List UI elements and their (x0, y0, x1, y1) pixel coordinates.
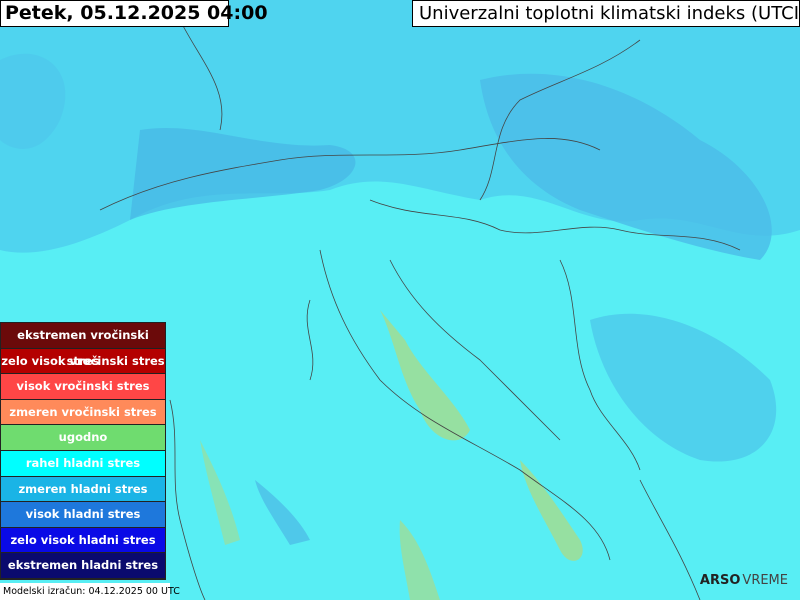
logo-brand: ARSO (699, 573, 741, 588)
date-title: Petek, 05.12.2025 04:00 (0, 0, 268, 27)
legend-item: ekstremen hladni stres (1, 553, 165, 579)
model-run: Modelski izračun: 04.12.2025 00 UTC (0, 583, 180, 600)
legend-item: zelo visok hladni stres (1, 527, 165, 554)
legend-item: ugodno (1, 425, 165, 451)
legend-item: zmeren hladni stres (1, 476, 165, 503)
map-title: Univerzalni toplotni klimatski indeks (U… (412, 0, 800, 27)
legend-item: rahel hladni stres (1, 450, 165, 477)
legend-item: visok vročinski stres (1, 374, 165, 400)
logo: ARSO VREME (700, 573, 788, 588)
legend-item: ekstremen vročinski stres (1, 323, 165, 368)
logo-product: VREME (742, 573, 788, 588)
legend-item: visok hladni stres (1, 502, 165, 528)
legend-item: zmeren vročinski stres (1, 399, 165, 426)
legend-item: zelo visok vročinski stres (1, 348, 165, 375)
